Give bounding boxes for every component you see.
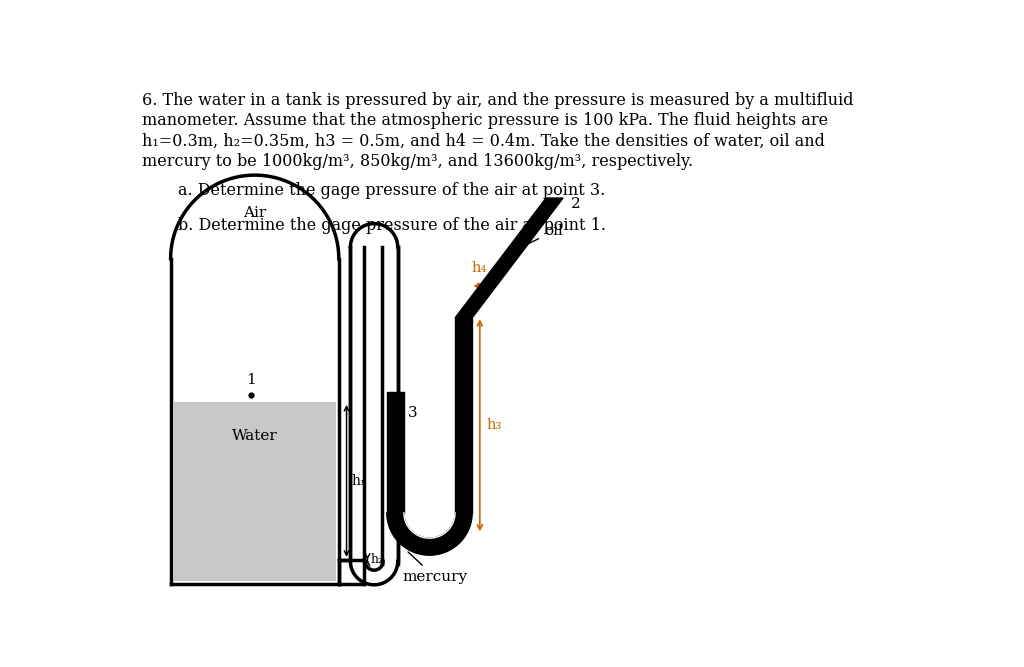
Text: h₃: h₃ — [486, 418, 502, 432]
Polygon shape — [455, 198, 563, 318]
Text: oil: oil — [504, 224, 563, 255]
Text: 2: 2 — [570, 197, 581, 211]
Text: 3: 3 — [408, 406, 418, 420]
Text: 1: 1 — [246, 374, 256, 388]
Text: h₄: h₄ — [471, 261, 486, 275]
Text: h₁=0.3m, h₂=0.35m, h3 = 0.5m, and h4 = 0.4m. Take the densities of water, oil an: h₁=0.3m, h₂=0.35m, h3 = 0.5m, and h4 = 0… — [142, 133, 824, 149]
Text: manometer. Assume that the atmospheric pressure is 100 kPa. The fluid heights ar: manometer. Assume that the atmospheric p… — [142, 112, 828, 129]
Text: Air: Air — [243, 205, 266, 219]
Text: mercury: mercury — [402, 552, 467, 584]
Text: a. Determine the gage pressure of the air at point 3.: a. Determine the gage pressure of the ai… — [178, 183, 605, 199]
Text: h₂: h₂ — [371, 554, 384, 566]
Text: b. Determine the gage pressure of the air at point 1.: b. Determine the gage pressure of the ai… — [178, 217, 606, 233]
Text: h₁: h₁ — [351, 474, 366, 488]
Bar — [174, 402, 336, 582]
Text: mercury to be 1000kg/m³, 850kg/m³, and 13600kg/m³, respectively.: mercury to be 1000kg/m³, 850kg/m³, and 1… — [142, 153, 693, 170]
Polygon shape — [387, 513, 472, 555]
Text: Water: Water — [231, 429, 278, 443]
Text: 6. The water in a tank is pressured by air, and the pressure is measured by a mu: 6. The water in a tank is pressured by a… — [142, 91, 853, 109]
